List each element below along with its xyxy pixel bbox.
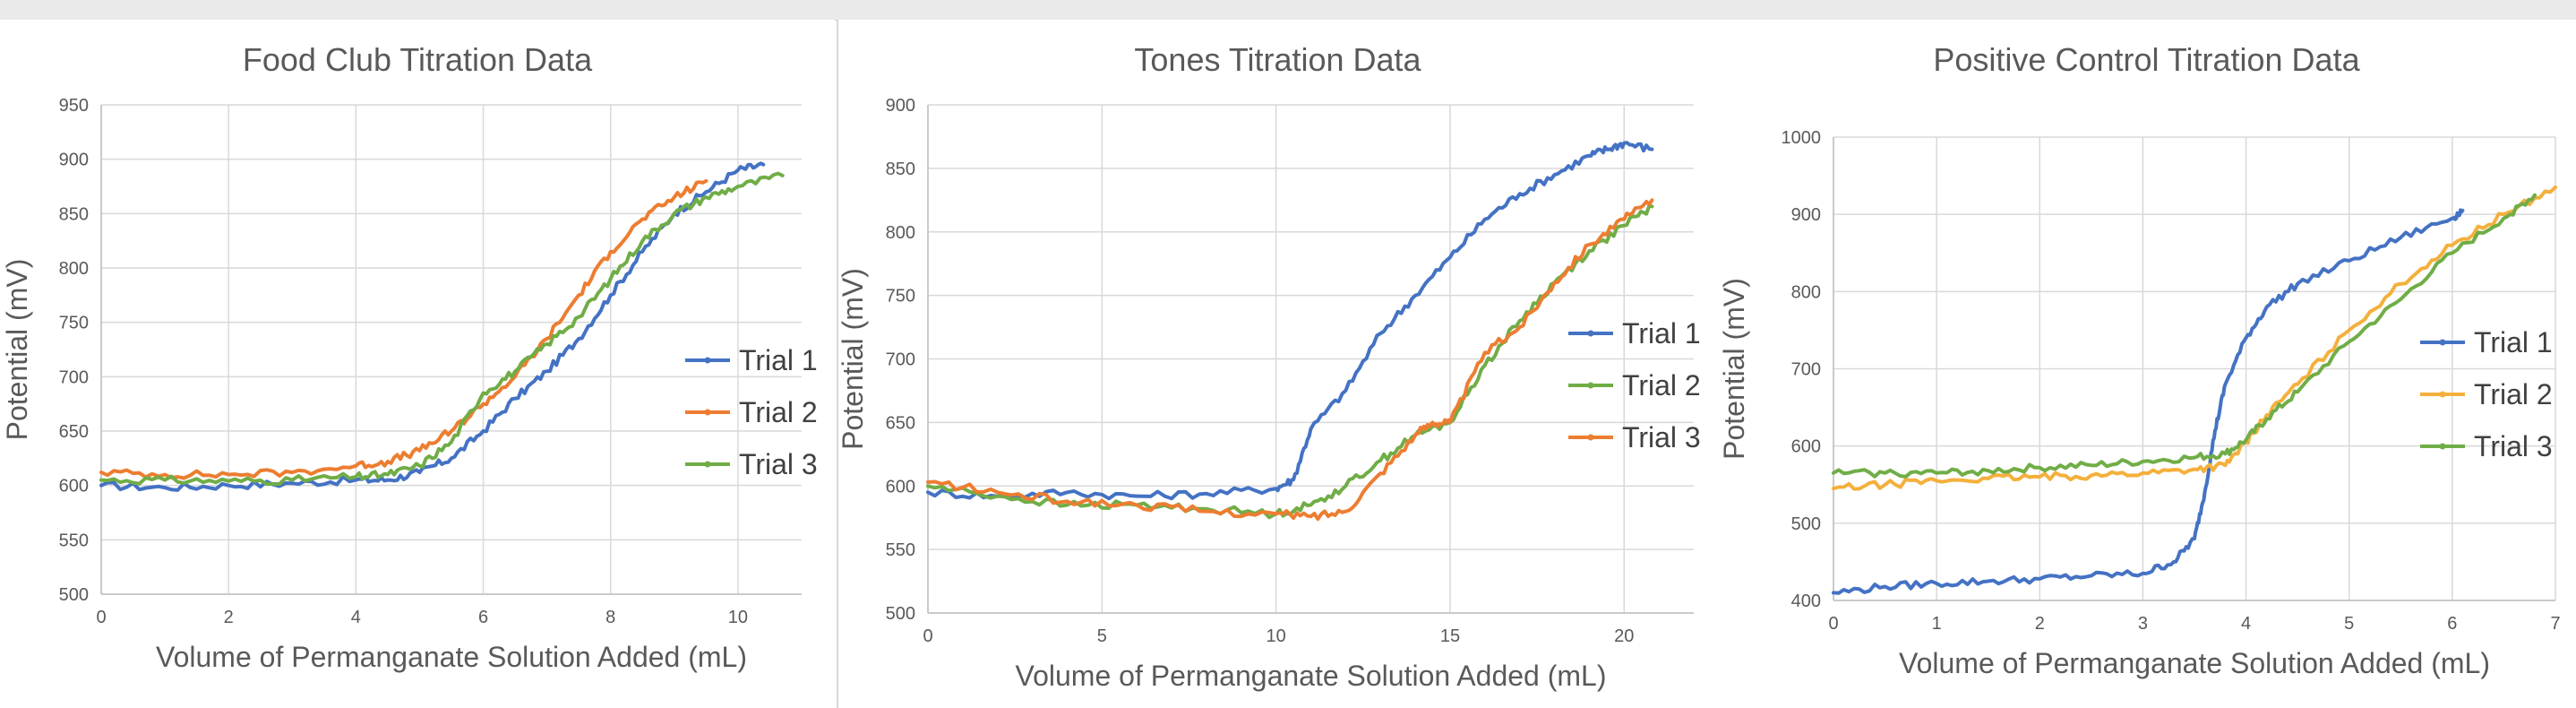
x-tick-label: 2 — [224, 608, 234, 627]
legend-marker-trial-3 — [1587, 434, 1594, 441]
series-line-trial-1 — [99, 161, 766, 492]
chart-panel-food-club[interactable]: 0 2 4 6 8 10 500 550 600 650 700 750 800 850 900 950 Foo… — [0, 20, 835, 708]
legend-label-trial-3: Trial 3 — [2474, 430, 2553, 462]
x-tick-label: 5 — [2344, 614, 2354, 634]
legend-marker-trial-2 — [1587, 382, 1594, 389]
legend-marker-trial-1 — [704, 357, 711, 364]
x-tick-label: 1 — [1932, 614, 1942, 634]
legend-label-trial-3: Trial 3 — [739, 448, 818, 480]
series-line-trial-3 — [926, 198, 1654, 522]
legend-label-trial-1: Trial 1 — [2474, 326, 2553, 358]
legend-marker-trial-1 — [2439, 339, 2446, 346]
legend-marker-trial-2 — [2439, 391, 2446, 398]
y-tick-label: 750 — [886, 287, 915, 307]
y-tick-label: 900 — [886, 96, 915, 116]
legend-label-trial-2: Trial 2 — [2474, 378, 2553, 410]
y-tick-label: 700 — [59, 367, 89, 387]
series-line-trial-2 — [926, 203, 1654, 520]
series-line-trial-2 — [1832, 186, 2557, 491]
legend-marker-trial-1 — [1587, 330, 1594, 337]
y-tick-label: 650 — [59, 422, 89, 442]
x-tick-label: 2 — [2035, 614, 2045, 634]
chart-title: Tones Titration Data — [1134, 41, 1421, 78]
y-axis-title: Potential (mV) — [837, 268, 869, 450]
y-tick-label: 500 — [1791, 514, 1821, 534]
tones-chart: 0 5 10 15 20 500 550 600 650 700 750 800 850 900 Tones… — [837, 41, 1701, 692]
x-tick-label: 15 — [1440, 626, 1460, 646]
y-tick-label: 900 — [1791, 205, 1821, 225]
y-tick-label: 850 — [886, 160, 915, 179]
series-line-trial-1 — [1832, 208, 2465, 595]
y-tick-label: 600 — [886, 477, 915, 496]
legend-label-trial-1: Trial 1 — [1622, 317, 1701, 350]
x-tick-label: 10 — [1267, 626, 1286, 646]
legend-label-trial-1: Trial 1 — [739, 344, 818, 376]
chart-title: Positive Control Titration Data — [1933, 41, 2360, 78]
legend-marker-trial-2 — [704, 409, 711, 416]
y-tick-label: 800 — [1791, 282, 1821, 302]
y-tick-label: 600 — [59, 477, 89, 496]
x-tick-label: 10 — [728, 608, 748, 627]
y-tick-label: 800 — [886, 223, 915, 243]
legend-marker-trial-3 — [2439, 443, 2446, 450]
x-axis-title: Volume of Permanganate Solution Added (m… — [1016, 660, 1607, 692]
series-line-trial-2 — [99, 178, 708, 480]
y-tick-label: 400 — [1791, 591, 1821, 611]
positive-control-chart: 0 1 2 3 4 5 6 7 400 500 600 700 800 900 1000 Positive C… — [1718, 41, 2561, 679]
series-line-trial-3 — [1832, 193, 2537, 479]
x-tick-label: 7 — [2550, 614, 2560, 634]
y-axis-title: Potential (mV) — [1718, 278, 1750, 460]
series-line-trial-1 — [926, 141, 1654, 501]
x-tick-label: 3 — [2138, 614, 2148, 634]
food-club-chart: 0 2 4 6 8 10 500 550 600 650 700 750 800 850 900 950 Foo… — [1, 41, 818, 673]
chart-title: Food Club Titration Data — [243, 41, 593, 78]
x-tick-label: 6 — [478, 608, 488, 627]
y-tick-label: 700 — [886, 350, 915, 370]
y-axis-title: Potential (mV) — [1, 259, 33, 441]
chart-panel-tones[interactable]: 0 5 10 15 20 500 550 600 650 700 750 800 850 900 Tones… — [837, 20, 1719, 708]
y-tick-label: 800 — [59, 259, 89, 279]
x-tick-label: 5 — [1097, 626, 1107, 646]
y-tick-label: 500 — [59, 585, 89, 605]
y-tick-label: 950 — [59, 96, 89, 116]
x-tick-label: 4 — [2241, 614, 2251, 634]
y-tick-label: 650 — [886, 413, 915, 433]
x-tick-label: 8 — [605, 608, 615, 627]
y-tick-label: 1000 — [1782, 128, 1822, 148]
x-axis-title: Volume of Permanganate Solution Added (m… — [1899, 647, 2490, 679]
x-tick-label: 4 — [351, 608, 361, 627]
y-tick-label: 500 — [886, 604, 915, 624]
y-tick-label: 750 — [59, 314, 89, 333]
chart-panel-positive-control[interactable]: 0 1 2 3 4 5 6 7 400 500 600 700 800 900 1000 Positive C… — [1717, 20, 2576, 708]
y-tick-label: 550 — [59, 531, 89, 550]
x-tick-label: 20 — [1614, 626, 1634, 646]
x-tick-label: 6 — [2447, 614, 2457, 634]
y-tick-label: 600 — [1791, 437, 1821, 457]
y-tick-label: 550 — [886, 540, 915, 560]
series-line-trial-3 — [99, 171, 785, 487]
window-top-bar — [0, 0, 2576, 21]
x-tick-label: 0 — [923, 626, 932, 646]
legend-label-trial-2: Trial 2 — [739, 396, 818, 428]
legend-label-trial-2: Trial 2 — [1622, 369, 1701, 401]
legend-label-trial-3: Trial 3 — [1622, 421, 1701, 453]
y-tick-label: 700 — [1791, 360, 1821, 380]
y-tick-label: 850 — [59, 204, 89, 224]
x-axis-title: Volume of Permanganate Solution Added (m… — [156, 641, 747, 673]
y-tick-label: 900 — [59, 151, 89, 170]
x-tick-label: 0 — [1828, 614, 1838, 634]
legend-marker-trial-3 — [704, 461, 711, 468]
x-tick-label: 0 — [96, 608, 106, 627]
